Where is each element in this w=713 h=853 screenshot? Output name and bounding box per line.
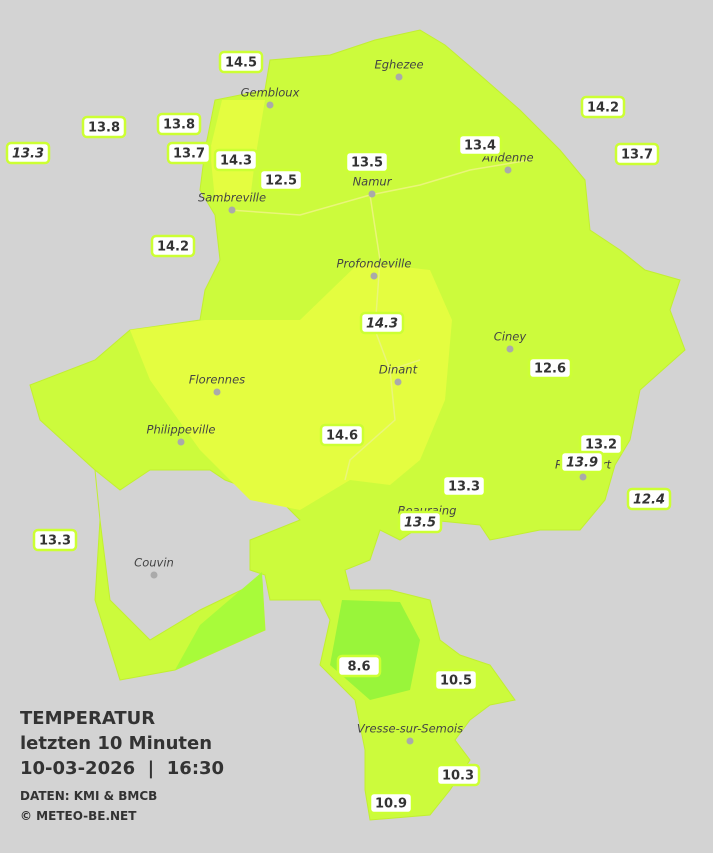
station-temperature: 13.3 [39,534,71,549]
city-dot [368,190,376,198]
station-box [368,791,414,815]
city-dot [579,473,587,481]
station-temperature: 13.2 [585,438,617,453]
station-temperature: 13.4 [464,139,496,154]
station-box [626,487,672,511]
station-box [397,510,443,534]
station-temperature: 13.5 [351,156,383,171]
cool-zone [175,572,265,670]
legend-source: DATEN: KMI & BMCB [20,789,157,803]
station-temperature: 13.8 [88,121,120,136]
station-box [156,112,202,136]
station-box [336,654,382,678]
station-temperature: 14.3 [366,317,398,332]
station-box [580,95,626,119]
station-box [441,474,487,498]
station-box [344,150,390,174]
city-dot [504,166,512,174]
legend-subtitle: letzten 10 Minuten [20,733,212,754]
city-label: Couvin [134,556,174,570]
station-box [5,141,51,165]
station-box [359,311,405,335]
station-temperature: 12.4 [633,493,665,508]
city-label: Vresse-sur-Semois [357,722,463,736]
station-box [559,450,605,474]
city-dot [266,101,274,109]
city-dot [506,345,514,353]
city-label: Philippeville [147,423,216,437]
station-temperature: 14.2 [587,101,619,116]
station-temperature: 12.5 [265,174,297,189]
station-box [614,142,660,166]
station-temperature: 13.8 [163,118,195,133]
legend-datetime: 10-03-2026 | 16:30 [20,758,224,779]
station-box [150,234,196,258]
station-box [457,133,503,157]
city-dot [177,438,185,446]
station-box [213,148,259,172]
city-dot [395,73,403,81]
station-temperature: 12.6 [534,362,566,377]
station-box [258,168,304,192]
station-temperature: 14.5 [225,56,257,71]
city-label: Dinant [379,363,418,377]
city-dot [370,272,378,280]
station-box [319,423,365,447]
legend-title: TEMPERATUR [20,708,155,729]
city-dot [213,388,221,396]
station-temperature: 14.6 [326,429,358,444]
city-dot [228,206,236,214]
station-temperature: 13.3 [448,480,480,495]
station-temperature: 14.2 [157,240,189,255]
station-temperature: 8.6 [347,660,370,675]
station-temperature: 14.3 [220,154,252,169]
station-temperature: 10.3 [442,769,474,784]
station-temperature: 13.7 [621,148,653,163]
city-dot [394,378,402,386]
river [229,159,531,481]
station-box [32,528,78,552]
station-temperature: 13.7 [173,147,205,162]
station-temperature: 13.9 [566,456,598,471]
legend-copyright: © METEO-BE.NET [20,809,137,823]
city-label: Sambreville [198,191,266,205]
city-label: Ciney [494,330,527,344]
city-dot [150,571,158,579]
station-box [218,50,264,74]
city-label: Eghezee [374,58,423,72]
station-temperature: 10.5 [440,674,472,689]
station-box [433,668,479,692]
city-label: Namur [353,175,393,189]
station-temperature: 13.3 [12,147,44,162]
station-box [166,141,212,165]
city-label: Florennes [189,373,245,387]
station-temperature: 13.5 [404,516,436,531]
station-temperature: 10.9 [375,797,407,812]
city-dot [406,737,414,745]
station-box [435,763,481,787]
station-box [527,356,573,380]
city-label: Gembloux [241,86,300,100]
station-box [81,115,127,139]
city-label: Profondeville [337,257,412,271]
